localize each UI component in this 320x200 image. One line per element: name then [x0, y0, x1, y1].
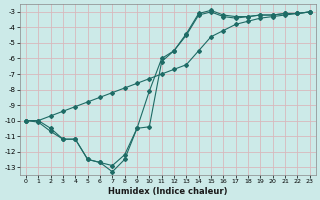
X-axis label: Humidex (Indice chaleur): Humidex (Indice chaleur)	[108, 187, 228, 196]
